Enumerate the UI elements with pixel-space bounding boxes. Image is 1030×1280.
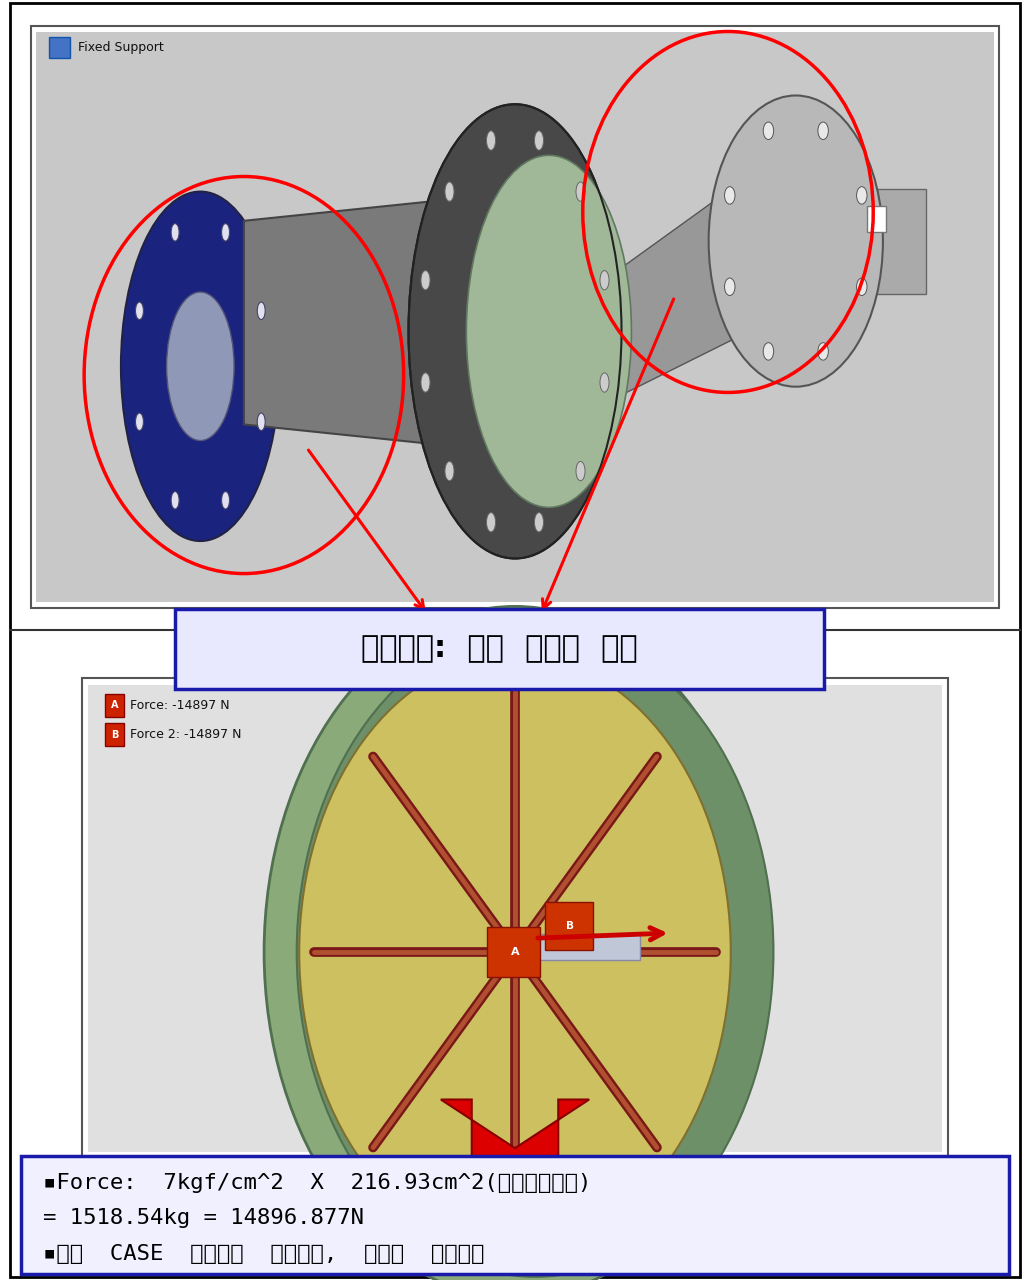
Ellipse shape [171,492,179,509]
FancyBboxPatch shape [21,1156,1009,1274]
Ellipse shape [724,278,735,296]
FancyBboxPatch shape [105,694,124,717]
Ellipse shape [421,270,431,289]
FancyBboxPatch shape [175,609,824,689]
Text: = 1518.54kg = 14896.877N: = 1518.54kg = 14896.877N [43,1208,365,1229]
Text: 고정위치:  모든  자유도  구속: 고정위치: 모든 자유도 구속 [362,635,638,663]
Ellipse shape [763,343,774,360]
Ellipse shape [467,155,631,507]
Text: A: A [511,947,519,957]
Ellipse shape [445,182,454,201]
FancyBboxPatch shape [10,3,1020,1277]
Ellipse shape [221,492,230,509]
Ellipse shape [857,187,867,204]
Bar [515,934,641,960]
Ellipse shape [121,192,280,541]
Ellipse shape [258,302,265,320]
FancyBboxPatch shape [82,678,948,1158]
Ellipse shape [409,104,621,558]
FancyBboxPatch shape [487,927,540,978]
Ellipse shape [264,607,766,1280]
Ellipse shape [535,131,544,150]
Ellipse shape [763,122,774,140]
Polygon shape [830,188,927,293]
Text: ▪Force:  7kgf/cm^2  X  216.93cm^2(엘리먼트면적): ▪Force: 7kgf/cm^2 X 216.93cm^2(엘리먼트면적) [43,1172,591,1193]
Ellipse shape [221,224,230,241]
Text: B: B [566,922,574,931]
Ellipse shape [599,270,609,289]
FancyBboxPatch shape [105,723,124,746]
Polygon shape [441,1100,589,1166]
Polygon shape [244,188,554,457]
Ellipse shape [709,96,883,387]
Text: Force: -14897 N: Force: -14897 N [130,699,230,712]
Ellipse shape [136,302,143,320]
Ellipse shape [167,292,234,440]
Ellipse shape [486,131,495,150]
Ellipse shape [171,224,179,241]
Ellipse shape [818,343,828,360]
Ellipse shape [724,187,735,204]
Ellipse shape [576,182,585,201]
Ellipse shape [497,928,533,977]
Bar [88,685,942,1152]
Text: Fixed Support: Fixed Support [78,41,164,54]
Ellipse shape [300,655,730,1249]
Ellipse shape [576,461,585,481]
Text: Force 2: -14897 N: Force 2: -14897 N [130,728,241,741]
Ellipse shape [136,413,143,430]
Ellipse shape [421,372,431,392]
FancyBboxPatch shape [545,902,593,950]
Ellipse shape [486,512,495,532]
Polygon shape [621,161,769,396]
Text: B: B [110,730,118,740]
FancyBboxPatch shape [49,37,70,58]
Ellipse shape [258,413,265,430]
Ellipse shape [297,627,774,1277]
Text: ▪모든  CASE  엘리먼트  면적동일,  똑같은  하중적용: ▪모든 CASE 엘리먼트 면적동일, 똑같은 하중적용 [43,1244,485,1263]
FancyBboxPatch shape [867,206,887,233]
Ellipse shape [818,122,828,140]
Ellipse shape [445,461,454,481]
Text: A: A [110,700,118,710]
Ellipse shape [599,372,609,392]
FancyBboxPatch shape [31,26,999,608]
Bar [36,32,994,602]
Ellipse shape [535,512,544,532]
Ellipse shape [857,278,867,296]
